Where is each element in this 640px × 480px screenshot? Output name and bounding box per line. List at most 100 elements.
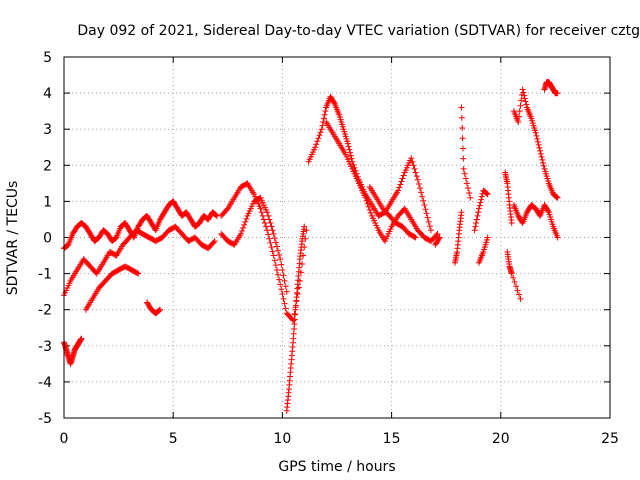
data-point <box>317 129 324 136</box>
data-point <box>521 95 528 102</box>
data-point <box>275 247 282 254</box>
data-point <box>537 150 544 157</box>
data-point <box>266 216 273 223</box>
data-point <box>344 140 351 147</box>
data-point <box>418 189 425 196</box>
data-point <box>516 291 522 298</box>
data-point <box>242 218 249 225</box>
data-point <box>157 306 164 313</box>
data-point <box>540 162 547 169</box>
data-point <box>271 257 278 264</box>
data-point <box>435 235 442 242</box>
data-point <box>282 283 289 290</box>
data-point <box>427 227 434 234</box>
data-point <box>424 214 431 221</box>
data-series-arc-19 <box>510 86 561 201</box>
data-point <box>263 223 270 230</box>
x-tick-label: 25 <box>601 431 619 447</box>
data-point <box>458 209 465 216</box>
data-point <box>276 251 283 258</box>
data-point <box>537 147 544 154</box>
y-tick-label: -1 <box>38 267 52 283</box>
data-series-arc-21 <box>541 79 561 97</box>
data-point <box>266 235 273 242</box>
data-point <box>312 144 319 151</box>
data-point <box>299 260 306 267</box>
data-point <box>473 216 480 223</box>
data-point <box>278 286 285 293</box>
data-point <box>538 153 545 160</box>
data-point <box>282 305 289 312</box>
data-point <box>474 212 481 219</box>
data-point <box>413 173 420 180</box>
data-point <box>510 274 517 281</box>
data-point <box>554 90 561 97</box>
data-point <box>508 270 515 277</box>
data-point <box>554 194 561 201</box>
data-point <box>466 189 473 196</box>
y-tick-label: -2 <box>38 303 52 319</box>
data-point <box>111 235 118 242</box>
data-point <box>471 227 478 234</box>
data-series-arc-15 <box>471 187 491 234</box>
data-series-arc-11 <box>366 183 419 241</box>
data-point <box>264 209 271 216</box>
data-point <box>363 197 370 204</box>
data-point <box>259 212 266 219</box>
data-point <box>511 279 518 286</box>
data-point <box>467 194 474 201</box>
data-point <box>533 132 540 139</box>
x-tick-label: 0 <box>60 431 69 447</box>
data-point <box>513 283 520 290</box>
x-tick-label: 20 <box>492 431 510 447</box>
data-point <box>319 122 326 129</box>
data-point <box>415 180 422 187</box>
data-point <box>269 227 276 234</box>
y-tick-label: 0 <box>43 231 52 247</box>
data-point <box>523 101 530 108</box>
x-tick-label: 5 <box>169 431 178 447</box>
data-point <box>277 281 284 288</box>
data-point <box>241 221 248 228</box>
data-point <box>397 181 404 188</box>
data-point <box>320 115 327 122</box>
data-point <box>321 111 328 118</box>
data-point <box>414 176 421 183</box>
data-point <box>460 165 467 172</box>
data-point <box>272 262 279 269</box>
data-point <box>270 230 277 237</box>
data-point <box>459 135 466 142</box>
data-point <box>134 269 141 276</box>
data-series-arc-2 <box>61 335 85 367</box>
data-point <box>412 169 419 176</box>
data-point <box>281 300 288 307</box>
data-point <box>436 234 443 241</box>
data-point <box>426 223 433 230</box>
data-point <box>303 227 310 234</box>
data-point <box>365 203 372 210</box>
data-point <box>240 224 247 231</box>
data-point <box>213 212 220 219</box>
axis-ticks: 0 5 10 15 20 25 -5 -4 -3 -2 -1 0 1 2 3 4 5 <box>38 50 619 447</box>
data-point <box>291 310 298 317</box>
grid <box>64 57 610 418</box>
data-point <box>280 272 287 279</box>
data-point <box>433 232 440 239</box>
data-point <box>273 243 280 250</box>
data-point <box>475 209 482 216</box>
data-point <box>331 99 338 106</box>
data-points <box>61 79 561 414</box>
plot-frame <box>63 56 611 419</box>
x-tick-label: 10 <box>273 431 291 447</box>
data-point <box>536 144 543 151</box>
data-point <box>279 291 286 298</box>
y-tick-label: -5 <box>38 411 52 427</box>
data-point <box>268 223 275 230</box>
y-tick-label: -4 <box>38 375 52 391</box>
data-point <box>268 244 275 251</box>
data-point <box>411 165 418 172</box>
data-point <box>367 209 374 216</box>
data-point <box>459 145 466 152</box>
data-series-arc-13 <box>451 209 465 266</box>
y-tick-label: 1 <box>43 194 52 210</box>
